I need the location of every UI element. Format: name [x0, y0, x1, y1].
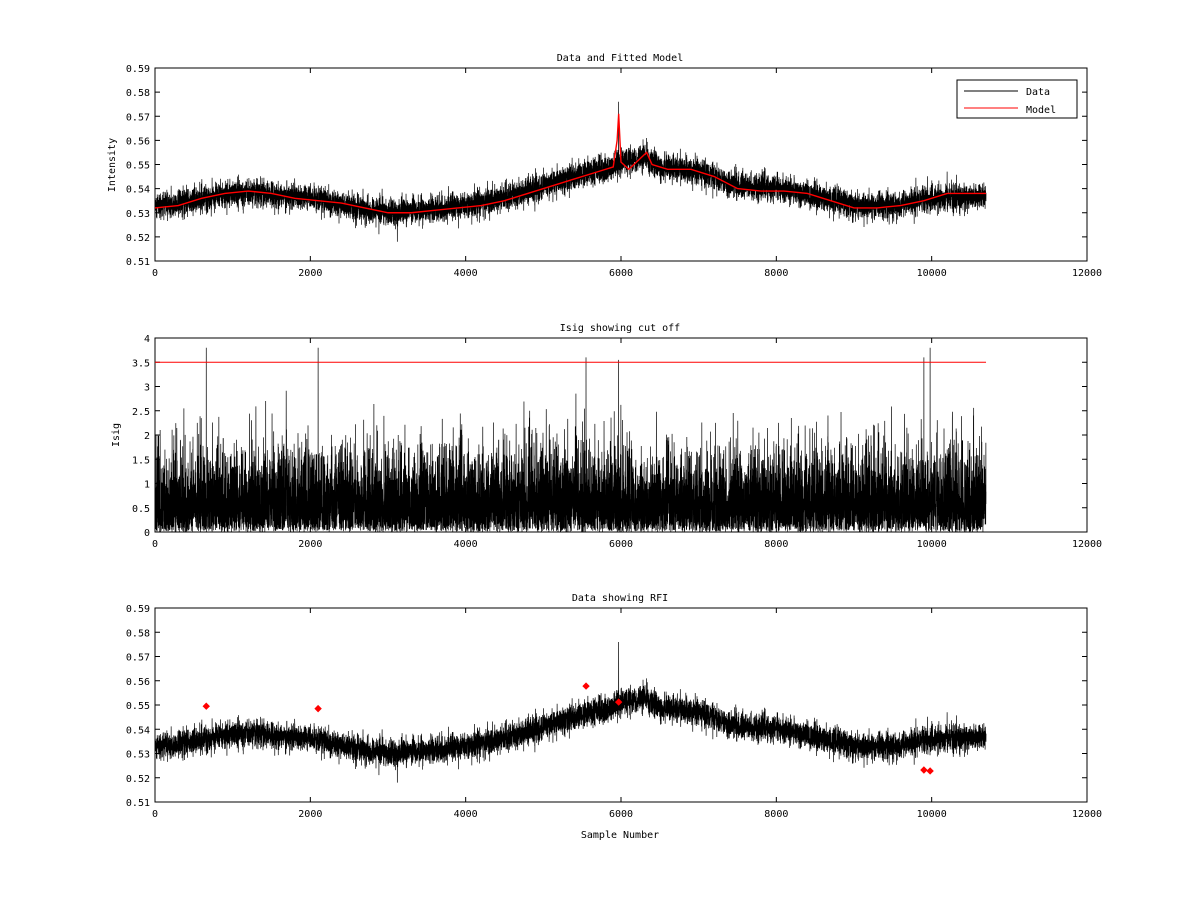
x-tick-label: 0: [152, 539, 158, 550]
panel-isig-showing-cut-off: Isig showing cut off Isig 0 2000 4000 6000 8…: [111, 323, 1102, 550]
plot-area: [154, 347, 987, 532]
y-tick-label: 0.55: [126, 161, 150, 172]
rfi-marker: [614, 698, 623, 706]
x-tick-label: 0: [152, 809, 158, 820]
panel-title: Data and Fitted Model: [557, 53, 683, 64]
y-tick-label: 1: [144, 480, 150, 491]
panel-title: Data showing RFI: [572, 593, 668, 604]
rfi-marker: [202, 702, 210, 710]
y-tick-label: 3.5: [132, 358, 150, 369]
y-tick-label: 0.59: [126, 604, 150, 615]
data-series-line: [154, 101, 987, 242]
y-tick-label: 0.52: [126, 774, 150, 785]
y-tick-label: 0.52: [126, 233, 150, 244]
y-tick-label: 0.57: [126, 112, 150, 123]
x-tick-label: 2000: [298, 809, 322, 820]
model-series-line: [154, 113, 987, 214]
tick-group: 0 2000 4000 6000 8000 10000 12000 0.51 0.52 0.53 0…: [126, 604, 1102, 820]
x-tick-label: 6000: [609, 539, 633, 550]
y-tick-label: 0.53: [126, 209, 150, 220]
y-axis-label: Intensity: [107, 138, 118, 192]
y-tick-label: 0.53: [126, 750, 150, 761]
y-tick-label: 0.54: [126, 185, 150, 196]
x-tick-label: 4000: [454, 809, 478, 820]
x-tick-label: 4000: [454, 539, 478, 550]
panel-data-and-fitted-model: Data and Fitted Model Intensity 0 2000 400…: [107, 53, 1102, 279]
y-tick-label: 0.58: [126, 628, 150, 639]
x-tick-label: 12000: [1072, 539, 1102, 550]
rfi-marker: [926, 767, 934, 775]
x-tick-label: 12000: [1072, 268, 1102, 279]
legend-label-data: Data: [1026, 87, 1050, 98]
y-tick-label: 0.55: [126, 701, 150, 712]
x-tick-label: 8000: [764, 539, 788, 550]
isig-series-line: [154, 347, 987, 532]
x-axis-label: Sample Number: [581, 830, 659, 841]
x-tick-label: 4000: [454, 268, 478, 279]
legend: Data Model: [956, 79, 1078, 119]
y-axis-label: Isig: [111, 423, 122, 447]
rfi-marker: [920, 766, 928, 774]
x-tick-label: 2000: [298, 268, 322, 279]
x-tick-label: 2000: [298, 539, 322, 550]
x-tick-label: 6000: [609, 809, 633, 820]
plot-area: [154, 101, 987, 242]
x-tick-label: 0: [152, 268, 158, 279]
y-tick-label: 0.51: [126, 257, 150, 268]
x-tick-label: 12000: [1072, 809, 1102, 820]
y-tick-label: 1.5: [132, 455, 150, 466]
y-tick-label: 2.5: [132, 407, 150, 418]
panel-data-showing-rfi: Data showing RFI Sample Number 0 2000 4000…: [126, 593, 1102, 841]
x-tick-label: 10000: [917, 539, 947, 550]
y-tick-label: 0.57: [126, 653, 150, 664]
rfi-marker: [314, 704, 322, 713]
data-series-line: [154, 641, 987, 783]
x-tick-label: 8000: [764, 268, 788, 279]
y-tick-label: 0.54: [126, 725, 150, 736]
panel-title: Isig showing cut off: [560, 323, 680, 334]
y-tick-label: 0: [144, 528, 150, 539]
y-tick-label: 2: [144, 431, 150, 442]
x-tick-label: 10000: [917, 268, 947, 279]
legend-box: [956, 79, 1078, 119]
legend-label-model: Model: [1026, 105, 1056, 116]
plot-area: [154, 641, 987, 783]
y-tick-label: 4: [144, 334, 150, 345]
y-tick-label: 3: [144, 383, 150, 394]
x-tick-label: 10000: [917, 809, 947, 820]
y-tick-label: 0.56: [126, 136, 150, 147]
x-tick-label: 6000: [609, 268, 633, 279]
y-tick-label: 0.5: [132, 504, 150, 515]
y-tick-label: 0.58: [126, 88, 150, 99]
y-tick-label: 0.51: [126, 798, 150, 809]
y-tick-label: 0.59: [126, 64, 150, 75]
tick-group: 0 2000 4000 6000 8000 10000 12000 0.51 0.52 0.53 0…: [126, 64, 1102, 279]
y-tick-label: 0.56: [126, 677, 150, 688]
x-tick-label: 8000: [764, 809, 788, 820]
rfi-marker: [582, 682, 590, 690]
